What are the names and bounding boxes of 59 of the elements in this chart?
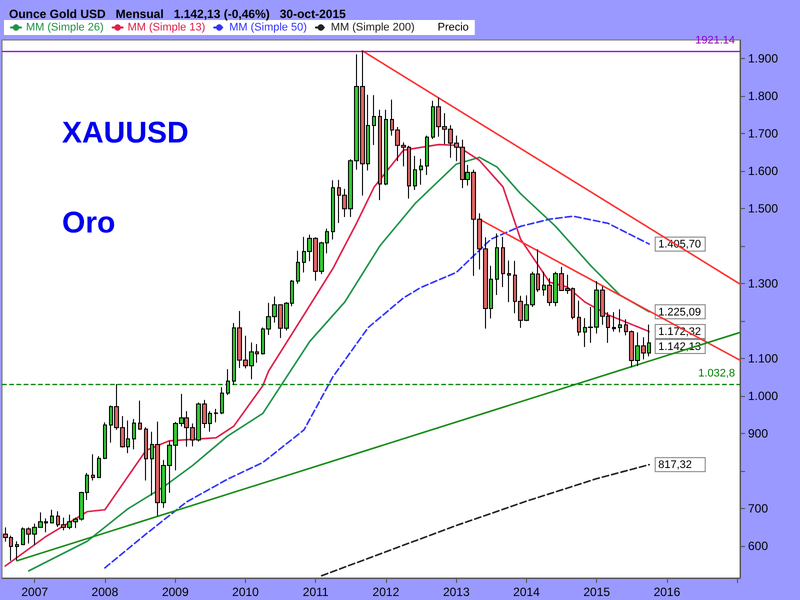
legend-label: MM (Simple 26): [26, 22, 104, 34]
legend-label: MM (Simple 50): [229, 22, 307, 34]
candlestick: [331, 180, 335, 240]
x-tick-label: 2009: [162, 585, 189, 599]
x-tick-label: 2008: [92, 585, 119, 599]
candlestick: [413, 155, 417, 190]
x-tick-label: 2015: [583, 585, 610, 599]
candlestick: [296, 250, 300, 284]
candlestick: [144, 426, 148, 482]
candlestick: [103, 422, 107, 460]
y-tick-label: 1.700: [748, 126, 778, 141]
candlestick: [577, 300, 581, 336]
y-tick-label: 1.500: [748, 202, 778, 216]
candlestick: [50, 509, 54, 524]
candlestick: [214, 408, 218, 423]
candlestick: [97, 456, 101, 478]
candlestick: [507, 260, 511, 303]
candlestick: [372, 94, 376, 146]
legend-label: MM (Simple 13): [128, 22, 206, 34]
candlestick: [501, 236, 505, 288]
ref-line-label: 1921.14: [695, 34, 735, 46]
candlestick: [419, 158, 423, 186]
y-tick-label: 1.600: [748, 164, 778, 178]
candlestick: [425, 135, 429, 176]
candlestick: [15, 540, 19, 561]
line-series: [320, 464, 650, 577]
x-tick-label: 2012: [372, 585, 400, 599]
candlestick: [618, 308, 622, 333]
candlestick: [138, 400, 142, 430]
candlestick: [91, 454, 95, 482]
y-tick-label: 900: [748, 426, 768, 441]
annotation: 817,32: [658, 459, 692, 472]
y-tick-label: 600: [748, 539, 768, 554]
x-tick-label: 2013: [442, 585, 470, 599]
annotation: Oro: [62, 206, 116, 240]
y-tick-label: 1.000: [748, 389, 778, 404]
candlestick: [220, 386, 224, 415]
y-tick-label: 700: [748, 502, 768, 516]
chart-title: Ounce Gold USD Mensual 1.142,13 (-0,46%) 30-oct-2015: [9, 7, 346, 21]
y-tick-label: 1.800: [748, 89, 778, 104]
ref-line-label: 1.032,8: [698, 367, 735, 380]
text: Precio: [438, 22, 469, 34]
candlestick: [495, 232, 499, 296]
x-tick-label: 2007: [21, 585, 48, 599]
y-tick-label: 1.900: [748, 52, 778, 66]
y-tick-label: 1.100: [748, 352, 778, 366]
x-tick-label: 2010: [232, 585, 260, 599]
legend-label: MM (Simple 200): [330, 22, 415, 34]
annotation: 1.225,09: [658, 306, 702, 318]
candlestick: [132, 418, 136, 450]
candlestick: [378, 109, 382, 201]
candlestick: [384, 109, 388, 186]
annotation: XAUUSD: [62, 116, 189, 150]
x-tick-label: 2016: [654, 585, 681, 599]
x-tick-label: 2011: [302, 585, 329, 599]
candlestick: [612, 312, 616, 332]
candlestick: [226, 368, 230, 396]
x-tick-label: 2014: [513, 585, 540, 599]
y-tick-label: 1.300: [748, 276, 778, 291]
